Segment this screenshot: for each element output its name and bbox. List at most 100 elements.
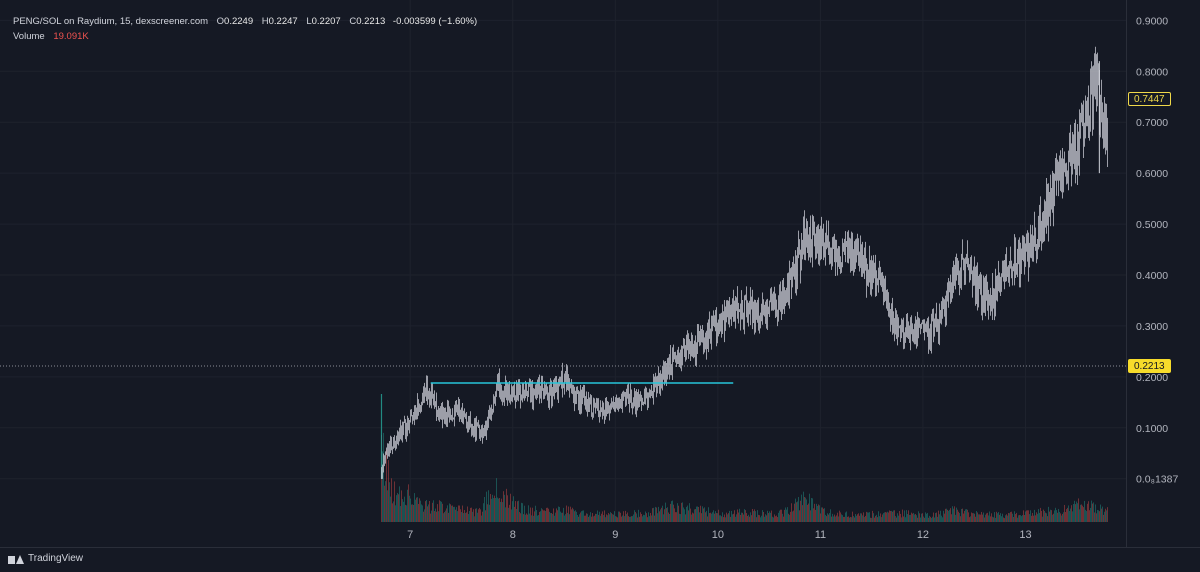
volume-bar [882,514,883,522]
volume-bar [1087,503,1088,522]
volume-bar [1076,501,1077,522]
volume-bar [402,499,403,522]
volume-bar [1042,516,1043,522]
volume-bar [527,514,528,522]
volume-bar [1024,514,1025,522]
volume-bar [657,513,658,522]
x-tick-label: 10 [712,529,724,541]
high-value: 0.2247 [268,16,298,27]
volume-bar [793,510,794,522]
volume-bar [820,513,821,522]
volume-bar [597,510,598,522]
volume-bar [762,510,763,522]
volume-bar [806,499,807,522]
volume-bar [911,512,912,522]
volume-bar [565,514,566,522]
volume-bar [594,515,595,522]
volume-bar [1061,515,1062,522]
volume-bar [585,515,586,522]
volume-bar [763,511,764,522]
volume-bar [444,512,445,522]
volume-bar [934,517,935,522]
volume-bar [811,497,812,522]
volume-bar [557,510,558,522]
volume-bar [810,510,811,522]
volume-bar [872,510,873,522]
volume-bar [749,516,750,522]
volume-bar [612,514,613,522]
volume-bar [869,512,870,522]
volume-bar [970,516,971,522]
volume-bar [536,510,537,522]
volume-bar [744,509,745,522]
volume-bar [986,513,987,522]
y-tick-label: 0.5000 [1136,219,1168,231]
candle-series [381,46,1108,480]
volume-bar [649,516,650,522]
price-axis[interactable]: 0.9000 0.8000 0.7000 0.6000 0.5000 0.4000 0.30… [1136,15,1178,485]
volume-bar [754,509,755,522]
volume-bar [949,509,950,522]
volume-bar [663,514,664,522]
volume-bar [623,511,624,522]
volume-bar [993,517,994,522]
volume-bar [817,505,818,522]
volume-bar [1086,510,1087,522]
volume-bar [572,507,573,522]
volume-bar [618,511,619,522]
volume-bar [569,514,570,522]
volume-bar [822,507,823,522]
volume-bar [647,517,648,522]
tradingview-branding[interactable]: TradingView [8,553,83,564]
volume-bar [589,515,590,522]
volume-bar [664,509,665,522]
volume-bar [843,516,844,522]
volume-bar [805,497,806,522]
time-axis[interactable]: 7 8 9 10 11 12 13 [407,529,1031,541]
volume-bar [1048,506,1049,522]
volume-bar [610,512,611,522]
volume-bar [1052,514,1053,522]
volume-bar [417,497,418,522]
volume-bar [655,506,656,522]
volume-bar [390,496,391,522]
volume-bar [743,514,744,522]
volume-bar [799,510,800,522]
volume-bar [734,510,735,522]
volume-bar [1084,500,1085,522]
volume-bar [823,508,824,522]
volume-bar [796,502,797,522]
volume-bar [639,516,640,522]
volume-bar [733,513,734,522]
volume-bar [674,508,675,522]
volume-bar [593,516,594,522]
volume-bar [914,514,915,522]
volume-bar [860,513,861,522]
volume-bar [871,517,872,522]
volume-bar [587,513,588,522]
volume-bar [947,509,948,522]
volume-bar [591,516,592,522]
volume-bar [959,513,960,522]
volume-bar [391,478,392,522]
volume-bar [748,514,749,522]
volume-bar [1102,506,1103,522]
volume-bar [694,509,695,522]
volume-bar [688,510,689,522]
volume-bar [1053,513,1054,522]
volume-bar [818,504,819,522]
volume-bar [785,507,786,522]
volume-bar [903,516,904,522]
volume-bar [598,514,599,522]
volume-bar [881,517,882,522]
volume-bar [518,500,519,522]
volume-bar [384,485,385,522]
volume-bar [573,509,574,522]
volume-bar [1045,512,1046,522]
volume-bar [538,515,539,522]
volume-bar [1000,513,1001,522]
volume-bar [411,504,412,522]
volume-bar [962,508,963,522]
volume-bar [960,516,961,522]
